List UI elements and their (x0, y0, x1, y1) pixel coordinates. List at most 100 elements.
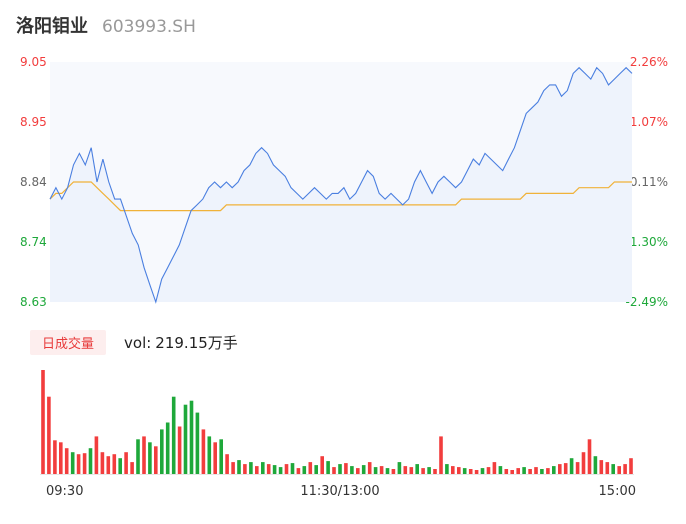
volume-bar (189, 400, 194, 474)
volume-bar (332, 467, 336, 474)
volume-bar (237, 460, 241, 474)
volume-bar (510, 470, 514, 474)
volume-bar (462, 468, 467, 474)
volume-bar (70, 452, 75, 474)
volume-bar (575, 462, 580, 474)
volume-bar (569, 458, 574, 474)
volume-bar (528, 469, 532, 474)
volume-bar (64, 448, 69, 474)
y-tick-label: 9.05 (20, 55, 47, 69)
volume-bar (367, 462, 372, 474)
volume-bar (611, 464, 615, 474)
volume-bar (522, 467, 526, 474)
volume-bar (278, 467, 283, 474)
daily-volume-tab[interactable]: 日成交量 (30, 330, 107, 355)
volume-bar (165, 422, 170, 474)
volume-bar (183, 404, 188, 474)
x-tick-label: 11:30/13:00 (300, 484, 379, 499)
y-tick-label: 8.74 (20, 235, 47, 249)
volume-bar (492, 462, 497, 474)
volume-bar (320, 456, 324, 474)
volume-bar (605, 462, 610, 474)
volume-bar (302, 466, 307, 474)
volume-bar (261, 462, 265, 474)
volume-bar (373, 467, 378, 474)
volume-label: vol: (124, 334, 152, 352)
volume-bar (290, 463, 295, 474)
volume-bar (231, 462, 235, 474)
volume-bar (516, 468, 520, 474)
volume-value: 219.15万手 (155, 334, 238, 352)
volume-bar (88, 448, 93, 474)
pct-tick-label: 1.07% (630, 115, 668, 129)
volume-bar (195, 412, 200, 474)
volume-bar (486, 467, 491, 474)
volume-info: vol: 219.15万手 (124, 332, 242, 353)
volume-bar (379, 466, 384, 474)
volume-header: 日成交量 vol: 219.15万手 (30, 330, 242, 355)
volume-bar (266, 464, 271, 474)
volume-bar (82, 453, 87, 474)
volume-bar (439, 436, 443, 474)
volume-bar (112, 454, 117, 474)
average-price-line (49, 181, 632, 212)
volume-bar (201, 429, 206, 474)
volume-bar (433, 469, 437, 474)
volume-bar (350, 466, 354, 474)
volume-bar (243, 464, 247, 474)
volume-bar (587, 439, 592, 474)
volume-bar (427, 467, 431, 474)
volume-bar (118, 458, 122, 474)
price-line (49, 66, 633, 304)
price-area-fill (50, 67, 632, 302)
volume-bar (385, 468, 390, 474)
volume-bar (415, 464, 419, 474)
volume-bar (148, 442, 152, 474)
volume-bar (504, 469, 509, 474)
volume-bar (480, 468, 485, 474)
x-tick-label: 09:30 (46, 484, 83, 499)
pct-tick-label: -0.11% (626, 175, 668, 189)
volume-bar (171, 396, 176, 474)
volume-bar (361, 465, 366, 474)
volume-bar (154, 446, 158, 474)
volume-bar (41, 370, 45, 474)
volume-bar (593, 456, 598, 474)
volume-bar (421, 468, 425, 474)
volume-bar (225, 454, 229, 474)
volume-bar (272, 465, 277, 474)
volume-bar (308, 462, 313, 474)
y-tick-label: 8.95 (20, 115, 47, 129)
volume-bar (629, 458, 633, 474)
volume-bar (207, 436, 212, 474)
stock-code: 603993.SH (102, 17, 196, 37)
volume-bar (558, 464, 562, 474)
volume-bar (47, 396, 51, 474)
volume-bar (249, 462, 253, 474)
volume-bar (142, 436, 146, 474)
intraday-price-chart: 9.05 8.95 8.84 8.74 8.63 2.26% 1.07% -0.11% -1.3… (20, 55, 668, 309)
volume-bar (445, 464, 449, 474)
volume-bar (409, 467, 414, 474)
y-tick-label: 8.63 (20, 295, 47, 309)
volume-bar (213, 442, 217, 474)
stock-header: 洛阳钼业 603993.SH (16, 12, 196, 40)
volume-bar (617, 466, 621, 474)
volume-bar (344, 463, 348, 474)
volume-bar (255, 466, 259, 474)
volume-bar (563, 463, 568, 474)
volume-bar (160, 429, 164, 474)
volume-bar (219, 439, 223, 474)
volume-bar (540, 469, 544, 474)
volume-bar (100, 452, 105, 474)
volume-bar (338, 464, 342, 474)
y-tick-label: 8.84 (20, 175, 47, 189)
volume-bar (498, 466, 503, 474)
volume-bar (451, 466, 455, 474)
pct-tick-label: -2.49% (626, 295, 668, 309)
volume-bar (457, 467, 461, 474)
x-tick-label: 15:00 (599, 484, 636, 499)
volume-bar (552, 466, 556, 474)
volume-bar (599, 460, 604, 474)
volume-bar (284, 464, 289, 474)
